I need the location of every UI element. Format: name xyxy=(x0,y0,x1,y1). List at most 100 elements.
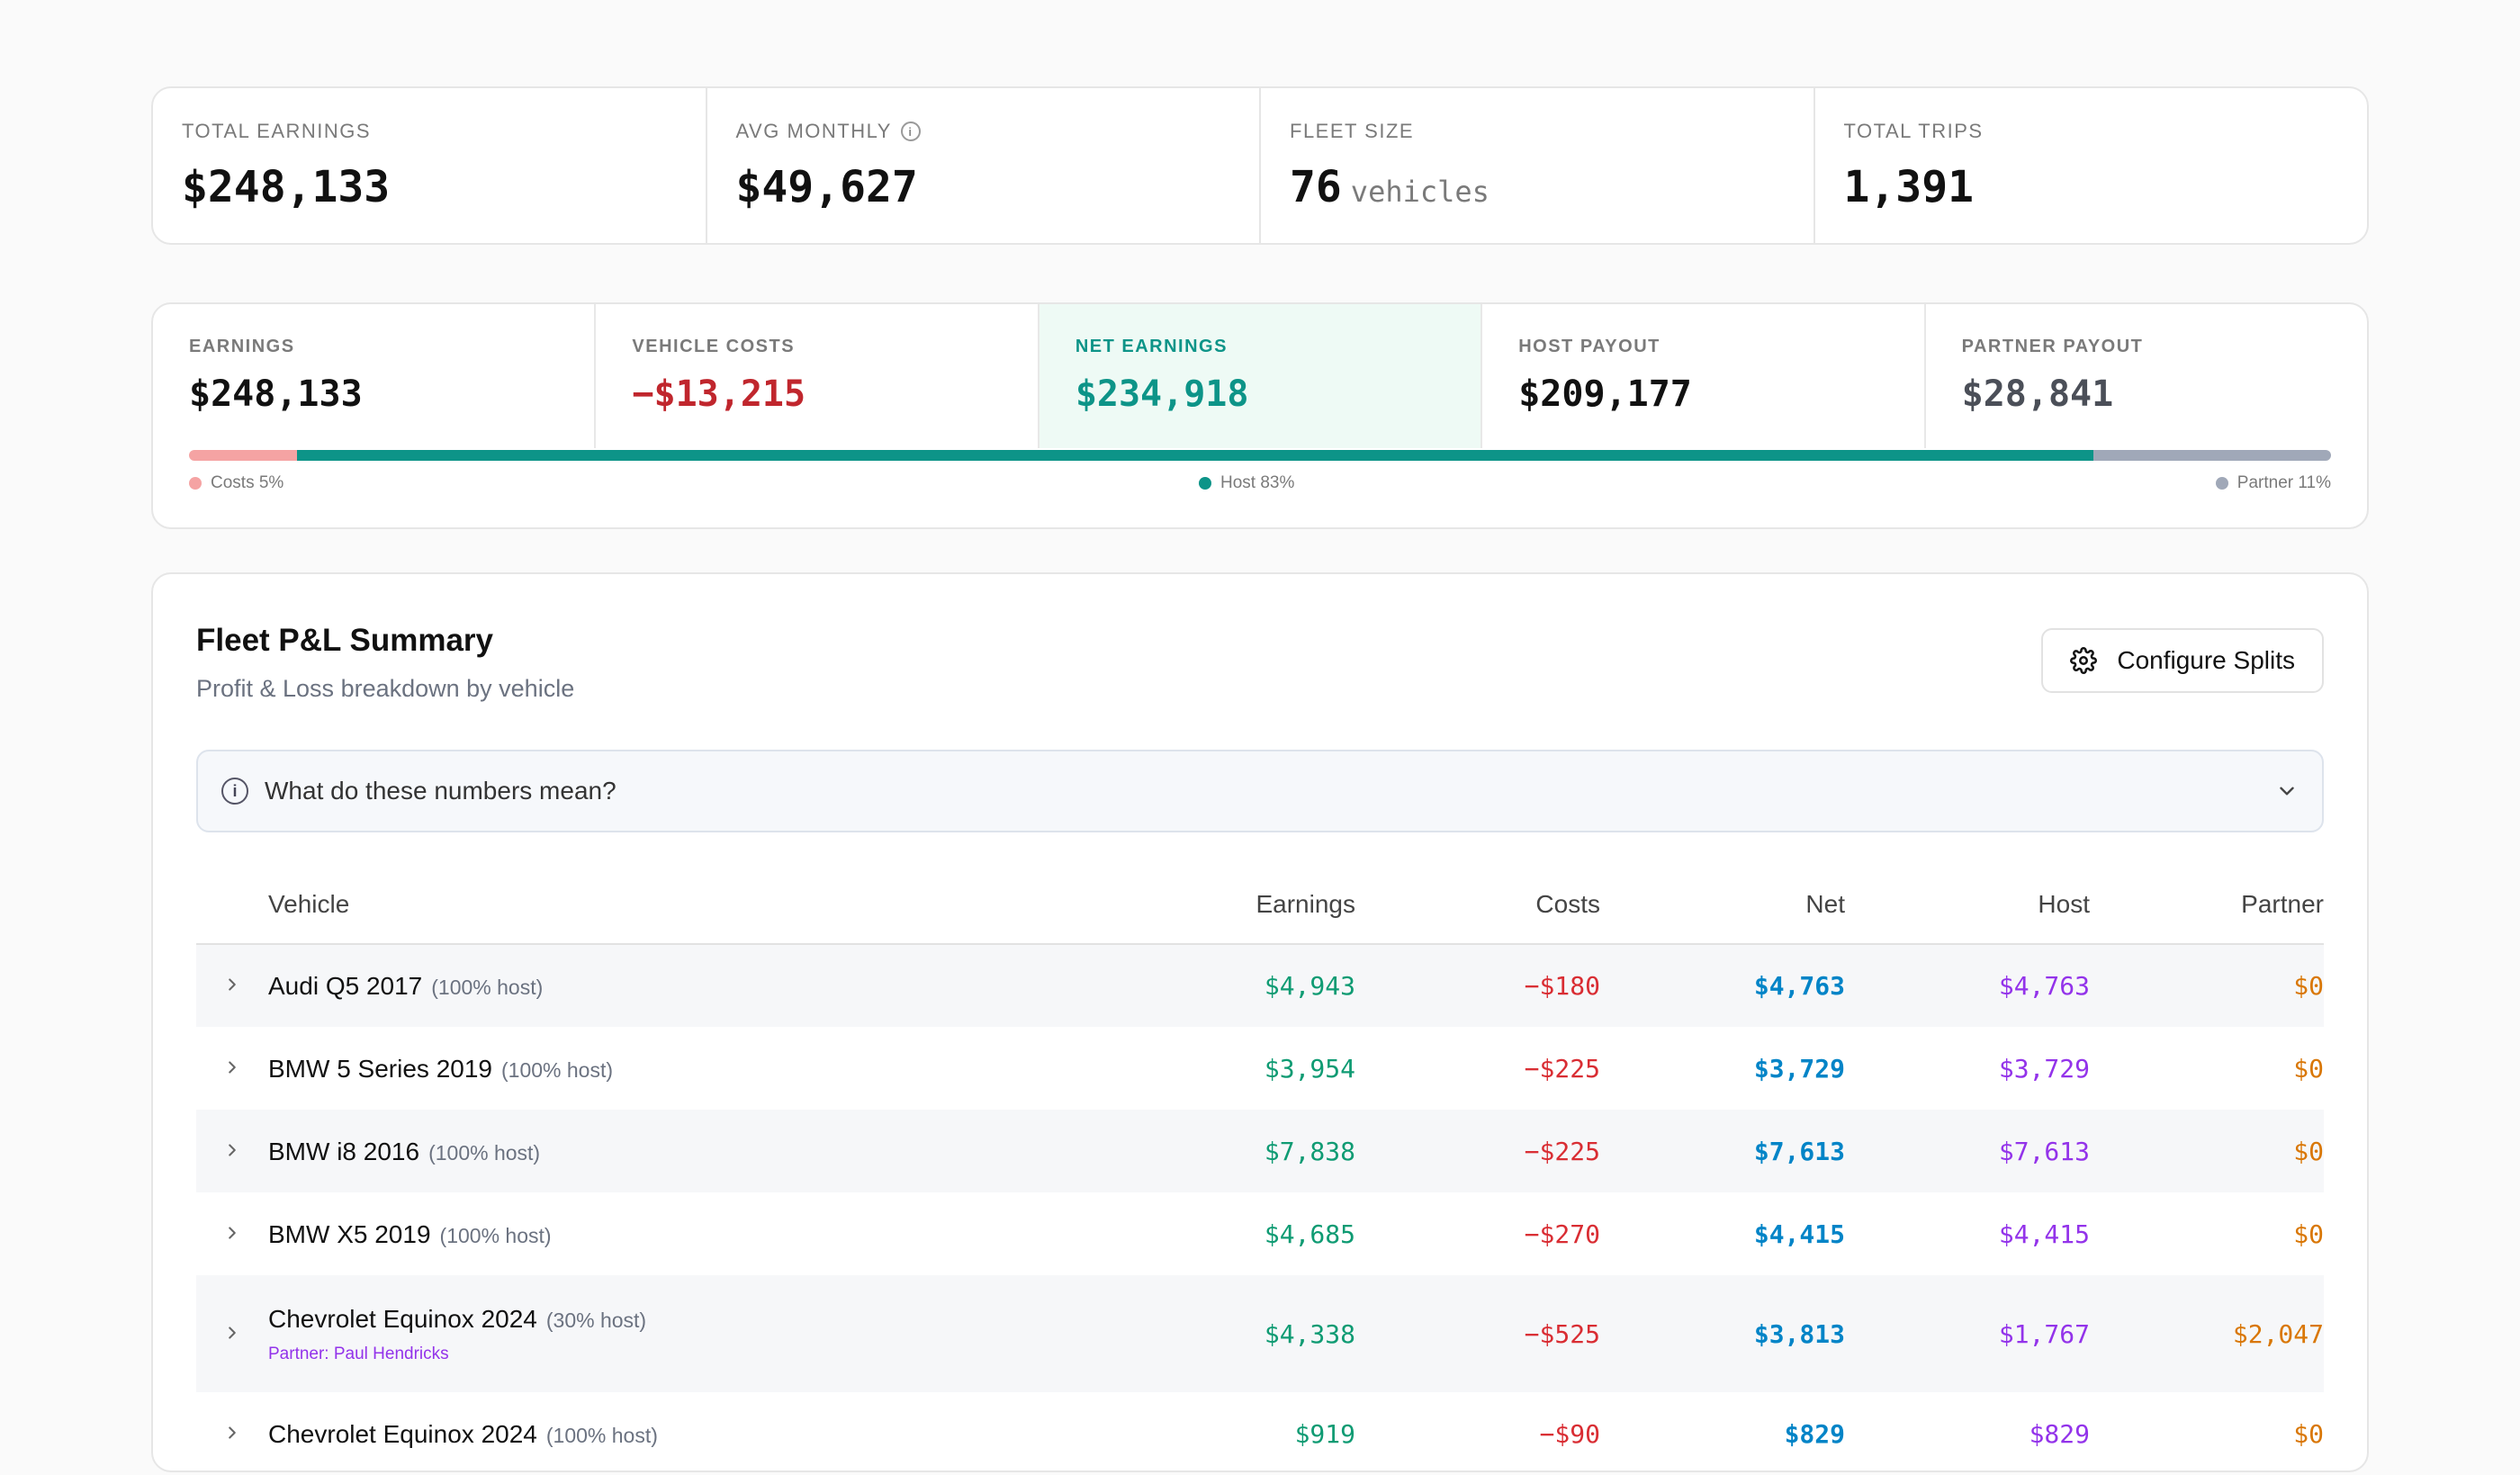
breakdown-partner-payout: PARTNER PAYOUT $28,841 xyxy=(1926,304,2367,448)
chevron-right-icon[interactable] xyxy=(222,1223,242,1243)
stat-unit: vehicles xyxy=(1350,175,1490,209)
legend-dot xyxy=(1199,477,1211,490)
cell-partner: $0 xyxy=(2293,1219,2324,1249)
breakdown-net-earnings: NET EARNINGS $234,918 xyxy=(1039,304,1483,448)
cell-net: $4,415 xyxy=(1753,1219,1845,1249)
cell-earnings: $7,838 xyxy=(1264,1136,1355,1166)
table-row[interactable]: BMW 5 Series 2019 (100% host) $3,954 −$22… xyxy=(196,1027,2324,1110)
cell-costs: −$180 xyxy=(1524,971,1600,1001)
cell-earnings: $919 xyxy=(1294,1418,1355,1449)
stat-value: $49,627 xyxy=(736,162,1231,212)
table-row[interactable]: Audi Q5 2017 (100% host) $4,943 −$180 $4,… xyxy=(196,944,2324,1027)
table-row[interactable]: Chevrolet Equinox 2024 (30% host) Partner:… xyxy=(196,1275,2324,1392)
table-row[interactable]: Chevrolet Equinox 2024 (100% host) $919 −… xyxy=(196,1392,2324,1475)
split-bar xyxy=(189,450,2331,461)
stat-total-earnings: TOTAL EARNINGS $248,133 xyxy=(153,88,707,243)
legend-host: Host 83% xyxy=(1199,473,1294,493)
header-partner[interactable]: Partner xyxy=(2090,865,2324,945)
fleet-pl-card: Fleet P&L Summary Profit & Loss breakdow… xyxy=(151,572,2369,1472)
gear-icon xyxy=(2070,647,2098,674)
earnings-breakdown-card: EARNINGS $248,133 VEHICLE COSTS −$13,215… xyxy=(151,302,2369,529)
breakdown-value: $209,177 xyxy=(1518,373,1692,415)
legend-dot xyxy=(2215,477,2228,490)
vehicle-host-share: (30% host) xyxy=(545,1308,647,1332)
stat-value-text: 76 xyxy=(1290,162,1342,212)
cell-host: $4,415 xyxy=(1998,1219,2090,1249)
vehicle-host-share: (100% host) xyxy=(431,976,544,999)
cell-earnings: $4,685 xyxy=(1264,1219,1355,1249)
stat-label: AVG MONTHLY xyxy=(735,120,892,142)
cell-costs: −$525 xyxy=(1524,1318,1600,1349)
vehicle-name: BMW X5 2019 xyxy=(268,1219,431,1248)
table-row[interactable]: BMW i8 2016 (100% host) $7,838 −$225 $7,6… xyxy=(196,1110,2324,1192)
cell-earnings: $4,943 xyxy=(1264,971,1355,1001)
chevron-right-icon[interactable] xyxy=(222,1423,242,1443)
chevron-right-icon[interactable] xyxy=(222,975,242,994)
vehicle-host-share: (100% host) xyxy=(428,1140,541,1165)
vehicle-name: Chevrolet Equinox 2024 xyxy=(268,1304,537,1333)
header-earnings[interactable]: Earnings xyxy=(1111,865,1355,945)
stat-value: $248,133 xyxy=(182,162,677,212)
legend-label: Costs 5% xyxy=(211,473,284,492)
stat-value-text: $248,133 xyxy=(182,162,391,212)
info-icon[interactable]: i xyxy=(900,121,921,141)
breakdown-value: $234,918 xyxy=(1075,373,1249,415)
header-net[interactable]: Net xyxy=(1600,865,1845,945)
stat-avg-monthly: AVG MONTHLY i $49,627 xyxy=(707,88,1261,243)
stat-value: 76 vehicles xyxy=(1290,162,1785,212)
vehicle-host-share: (100% host) xyxy=(501,1057,614,1082)
pl-table: Vehicle Earnings Costs Net Host Partner … xyxy=(196,865,2324,1475)
page: TOTAL EARNINGS $248,133 AVG MONTHLY i $49… xyxy=(151,86,2369,1472)
configure-splits-button[interactable]: Configure Splits xyxy=(2041,628,2324,693)
pl-subtitle: Profit & Loss breakdown by vehicle xyxy=(196,675,575,702)
breakdown-value: $248,133 xyxy=(189,373,363,415)
chevron-right-icon[interactable] xyxy=(222,1140,242,1160)
cell-net: $3,729 xyxy=(1753,1053,1845,1084)
cell-host: $4,763 xyxy=(1998,971,2090,1001)
vehicle-name: Audi Q5 2017 xyxy=(268,972,423,1000)
stat-label: FLEET SIZE xyxy=(1290,120,1415,142)
vehicle-host-share: (100% host) xyxy=(545,1423,658,1447)
breakdown-label: HOST PAYOUT xyxy=(1518,337,1660,356)
configure-splits-label: Configure Splits xyxy=(2117,646,2295,674)
cell-host: $1,767 xyxy=(1998,1318,2090,1349)
chevron-right-icon[interactable] xyxy=(222,1323,242,1343)
stat-total-trips: TOTAL TRIPS 1,391 xyxy=(1815,88,2368,243)
vehicle-name: Chevrolet Equinox 2024 xyxy=(268,1419,537,1448)
header-vehicle[interactable]: Vehicle xyxy=(268,865,1111,945)
stats-card: TOTAL EARNINGS $248,133 AVG MONTHLY i $49… xyxy=(151,86,2369,245)
legend-partner: Partner 11% xyxy=(2215,473,2331,493)
cell-partner: $0 xyxy=(2293,971,2324,1001)
help-accordion[interactable]: i What do these numbers mean? xyxy=(196,750,2324,832)
vehicle-name: BMW 5 Series 2019 xyxy=(268,1054,492,1083)
legend-label: Host 83% xyxy=(1220,473,1295,492)
cell-costs: −$225 xyxy=(1524,1136,1600,1166)
breakdown-label: PARTNER PAYOUT xyxy=(1961,337,2144,356)
cell-partner: $0 xyxy=(2293,1136,2324,1166)
header-host[interactable]: Host xyxy=(1845,865,2090,945)
chevron-right-icon[interactable] xyxy=(222,1057,242,1077)
breakdown-earnings: EARNINGS $248,133 xyxy=(153,304,597,448)
cell-earnings: $3,954 xyxy=(1264,1053,1355,1084)
cell-host: $829 xyxy=(2029,1418,2090,1449)
cell-costs: −$270 xyxy=(1524,1219,1600,1249)
help-text: What do these numbers mean? xyxy=(265,777,616,805)
cell-net: $829 xyxy=(1784,1418,1845,1449)
legend-dot xyxy=(189,477,202,490)
info-icon: i xyxy=(221,778,248,805)
stat-fleet-size: FLEET SIZE 76 vehicles xyxy=(1261,88,1815,243)
breakdown-value: $28,841 xyxy=(1961,373,2114,415)
cell-costs: −$225 xyxy=(1524,1053,1600,1084)
vehicle-name: BMW i8 2016 xyxy=(268,1137,420,1165)
cell-partner: $0 xyxy=(2293,1053,2324,1084)
breakdown-label: EARNINGS xyxy=(189,337,295,356)
vehicle-partner-link[interactable]: Partner: Paul Hendricks xyxy=(268,1344,449,1363)
cell-net: $3,813 xyxy=(1753,1318,1845,1349)
split-bar-host xyxy=(297,450,2093,461)
table-row[interactable]: BMW X5 2019 (100% host) $4,685 −$270 $4,4… xyxy=(196,1192,2324,1275)
cell-host: $3,729 xyxy=(1998,1053,2090,1084)
header-costs[interactable]: Costs xyxy=(1355,865,1600,945)
chevron-down-icon xyxy=(2280,787,2294,796)
pl-title: Fleet P&L Summary xyxy=(196,623,494,658)
cell-net: $4,763 xyxy=(1753,971,1845,1001)
